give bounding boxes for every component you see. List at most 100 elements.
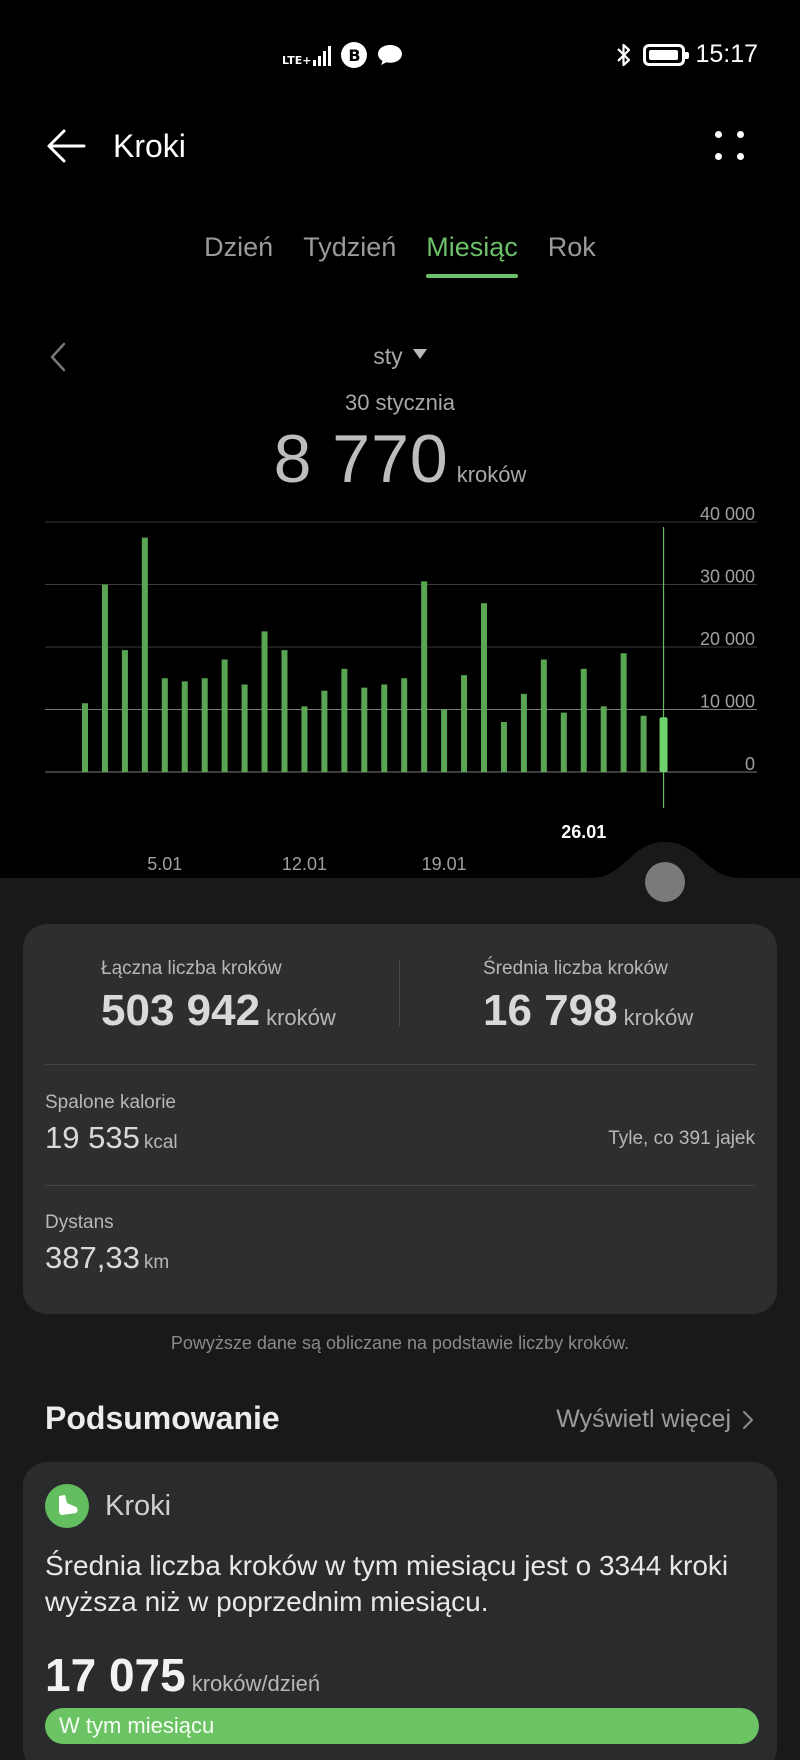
- tab-week[interactable]: Tydzień: [303, 232, 397, 262]
- chart-bar: [540, 659, 547, 772]
- view-more-label: Wyświetl więcej: [556, 1405, 731, 1433]
- status-icons-center: LTE+ B: [282, 42, 403, 68]
- y-tick-label: 20 000: [700, 629, 755, 649]
- status-bar: LTE+ B 15:17: [0, 0, 800, 120]
- calories-label: Spalone kalorie: [45, 1092, 176, 1113]
- average-steps: Średnia liczba kroków 16 798 kroków: [483, 958, 693, 1036]
- chart-bar: [600, 706, 607, 772]
- chart-bar: [381, 684, 388, 772]
- stats-card: Łączna liczba kroków 503 942 kroków Średn…: [23, 924, 777, 1314]
- chevron-right-icon: [742, 1410, 754, 1429]
- b-app-icon: B: [341, 42, 368, 68]
- previous-period-icon[interactable]: [46, 340, 70, 374]
- chart-bar: [181, 681, 188, 772]
- view-more-link[interactable]: Wyświetl więcej: [556, 1405, 755, 1434]
- chart-bar: [201, 678, 208, 772]
- chart-bar: [82, 703, 88, 772]
- status-icons-right: 15:17: [615, 40, 758, 69]
- calories-note: Tyle, co 391 jajek: [608, 1128, 755, 1149]
- distance-unit: km: [143, 1252, 170, 1273]
- app-header: Kroki: [0, 110, 800, 190]
- clock: 15:17: [695, 40, 758, 68]
- x-tick-label: 19.01: [422, 854, 467, 874]
- month-dropdown-label: sty: [373, 343, 403, 369]
- chart-bar: [141, 537, 148, 772]
- more-options-icon[interactable]: [712, 128, 748, 164]
- battery-icon: [643, 43, 690, 66]
- chart-bar: [301, 706, 308, 772]
- chart-bar: [500, 722, 507, 772]
- page-title: Kroki: [113, 128, 186, 164]
- y-tick-label: 0: [745, 754, 755, 774]
- chart-bar: [261, 631, 268, 772]
- chart-bar: [161, 678, 168, 772]
- x-tick-label: 26.01: [561, 822, 606, 842]
- chart-bar: [341, 668, 348, 772]
- chart-bar: [560, 712, 567, 772]
- this-month-bar: W tym miesiącu: [45, 1708, 759, 1744]
- divider: [45, 1064, 755, 1065]
- network-indicator: LTE+: [282, 44, 332, 67]
- chart-bar: [121, 650, 128, 772]
- monthly-average-value: 17 075: [45, 1649, 186, 1701]
- period-tabs: Dzień Tydzień Miesiąc Rok: [0, 232, 800, 278]
- chart-bar: [520, 693, 527, 772]
- steps-chart[interactable]: 40 000 30 000 20 000 10 000 0 5.01 12.01 19.01 2…: [0, 500, 800, 880]
- chart-bar: [101, 584, 108, 772]
- lte-icon: LTE+: [282, 54, 312, 67]
- total-steps-unit: kroków: [266, 1005, 336, 1030]
- chart-bar: [421, 581, 428, 772]
- calculation-footnote: Powyższe dane są obliczane na podstawie …: [170, 1333, 630, 1353]
- chat-icon: [378, 45, 403, 65]
- chart-bar: [620, 653, 627, 772]
- steps-summary-card[interactable]: Kroki Średnia liczba kroków w tym miesią…: [23, 1462, 777, 1760]
- slider-handle[interactable]: [645, 862, 685, 902]
- distance-label: Dystans: [45, 1212, 114, 1233]
- selected-steps-unit: kroków: [456, 462, 527, 487]
- distance-value-group: 387,33 km: [45, 1240, 169, 1276]
- chart-bar: [241, 684, 248, 772]
- total-steps: Łączna liczba kroków 503 942 kroków: [101, 958, 336, 1036]
- battery-fill: [649, 49, 679, 60]
- monthly-average-unit: kroków/dzień: [191, 1671, 321, 1696]
- chart-bar: [640, 715, 647, 772]
- bluetooth-icon: [617, 43, 631, 66]
- caret-down-icon: [412, 348, 427, 359]
- tab-month[interactable]: Miesiąc: [426, 232, 518, 278]
- distance-value: 387,33: [45, 1240, 140, 1275]
- average-steps-unit: kroków: [623, 1005, 694, 1030]
- chart-bar: [361, 687, 368, 772]
- total-steps-value: 503 942: [101, 986, 261, 1035]
- x-tick-label: 5.01: [147, 854, 182, 874]
- chart-bar: [401, 678, 408, 772]
- average-steps-label: Średnia liczba kroków: [483, 958, 668, 979]
- selected-date: 30 stycznia: [344, 390, 456, 415]
- tab-day[interactable]: Dzień: [204, 232, 274, 262]
- selected-steps: 8 770 kroków: [0, 420, 800, 498]
- chart-bar: [281, 650, 288, 772]
- y-tick-label: 10 000: [700, 692, 755, 712]
- chart-bar: [221, 659, 228, 772]
- calories-value: 19 535: [45, 1120, 140, 1155]
- back-arrow-icon[interactable]: [44, 126, 88, 166]
- signal-icon: [313, 44, 332, 66]
- divider: [45, 1185, 755, 1186]
- calories-unit: kcal: [143, 1132, 178, 1153]
- total-steps-label: Łączna liczba kroków: [101, 958, 282, 979]
- x-tick-label: 12.01: [282, 854, 327, 874]
- y-tick-label: 30 000: [700, 567, 755, 587]
- chart-bar: [461, 675, 468, 772]
- steps-bar-chart: 40 000 30 000 20 000 10 000 0 5.01 12.01 19.01 2…: [45, 504, 757, 874]
- average-steps-value: 16 798: [483, 986, 618, 1035]
- calories-value-group: 19 535 kcal: [45, 1120, 178, 1156]
- tab-year[interactable]: Rok: [547, 232, 596, 262]
- shoe-icon: [45, 1484, 89, 1528]
- chart-bar: [481, 603, 487, 772]
- chart-bar: [580, 668, 587, 772]
- summary-title: Podsumowanie: [45, 1400, 280, 1436]
- monthly-average: 17 075 kroków/dzień: [45, 1648, 320, 1702]
- divider: [399, 960, 400, 1026]
- month-dropdown[interactable]: sty: [0, 343, 800, 370]
- summary-text: Średnia liczba kroków w tym miesiącu jes…: [45, 1550, 729, 1617]
- chart-bar: [441, 709, 448, 772]
